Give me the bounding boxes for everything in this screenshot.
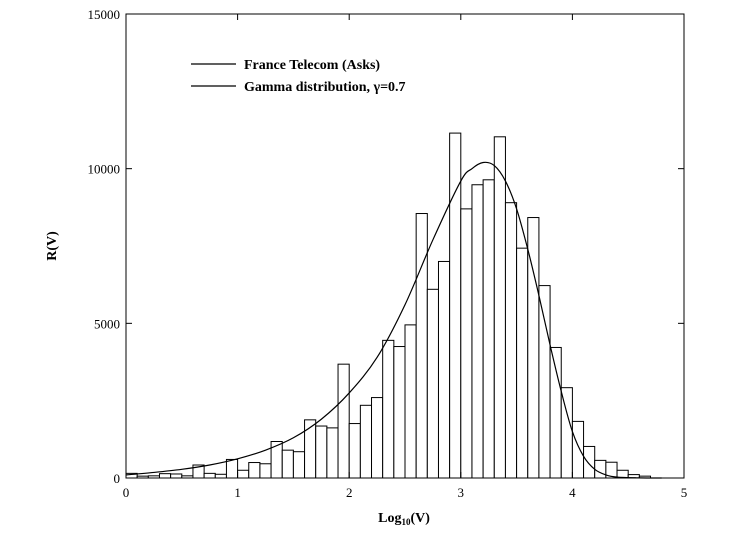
- histogram-bar: [415, 213, 428, 479]
- legend: France Telecom (Asks) Gamma distribution…: [191, 58, 406, 95]
- x-axis-ticks: 0 1 2 3 4 5: [123, 14, 688, 500]
- histogram-bar: [437, 260, 451, 479]
- histogram-bar: [426, 288, 439, 479]
- histogram-bar: [237, 469, 250, 479]
- histogram-bar: [560, 387, 573, 479]
- histogram-bar: [393, 346, 406, 479]
- histogram-bar: [482, 179, 495, 479]
- histogram-bar: [348, 423, 361, 479]
- legend-label-histogram: France Telecom (Asks): [244, 58, 380, 73]
- y-axis-ticks: 0 5000 10000 15000: [88, 7, 684, 486]
- y-tick-label: 0: [114, 471, 121, 486]
- histogram-bar: [371, 397, 384, 479]
- histogram-bar: [337, 363, 350, 479]
- histogram-bar: [504, 202, 518, 479]
- histogram-bar: [460, 208, 473, 479]
- x-tick-label: 4: [569, 485, 576, 500]
- x-tick-label: 1: [234, 485, 241, 500]
- histogram-bar: [404, 324, 417, 479]
- gamma-curve-line: [125, 161, 662, 479]
- x-tick-label: 2: [346, 485, 353, 500]
- y-tick-label: 15000: [88, 7, 121, 22]
- histogram-bar: [359, 404, 373, 479]
- histogram-bar: [326, 427, 339, 479]
- histogram-bar: [315, 425, 328, 479]
- y-axis-label: R(V): [45, 231, 60, 261]
- plot-frame: [125, 13, 685, 479]
- histogram-bar: [538, 285, 551, 479]
- histogram-bar: [516, 247, 529, 479]
- histogram-bar: [170, 473, 183, 479]
- histogram-bars: [125, 132, 652, 479]
- x-tick-label: 5: [681, 485, 688, 500]
- histogram-bar: [248, 462, 261, 479]
- histogram-bar: [304, 419, 317, 479]
- histogram-bar: [203, 472, 216, 479]
- histogram-bar: [583, 445, 596, 479]
- x-axis-label: Log10(V): [378, 511, 430, 527]
- histogram-bar: [225, 458, 239, 479]
- x-axis-label-main: Log: [378, 511, 401, 526]
- y-tick-label: 10000: [88, 162, 121, 177]
- x-axis-label-tail: (V): [410, 511, 430, 526]
- histogram-bar: [281, 449, 294, 479]
- histogram-bar: [594, 459, 607, 479]
- histogram-bar: [292, 451, 306, 479]
- x-axis-label-subscript: 10: [401, 517, 411, 527]
- histogram-bar: [471, 184, 484, 479]
- histogram-bar: [571, 420, 585, 479]
- x-tick-label: 3: [458, 485, 465, 500]
- histogram-bar: [158, 473, 172, 479]
- x-tick-label: 0: [123, 485, 130, 500]
- histogram-bar: [493, 136, 506, 479]
- histogram-bar: [259, 463, 272, 479]
- histogram-bar: [382, 339, 395, 479]
- legend-label-curve: Gamma distribution, γ=0.7: [244, 80, 406, 95]
- histogram-bar: [214, 473, 227, 479]
- y-tick-label: 5000: [94, 316, 120, 331]
